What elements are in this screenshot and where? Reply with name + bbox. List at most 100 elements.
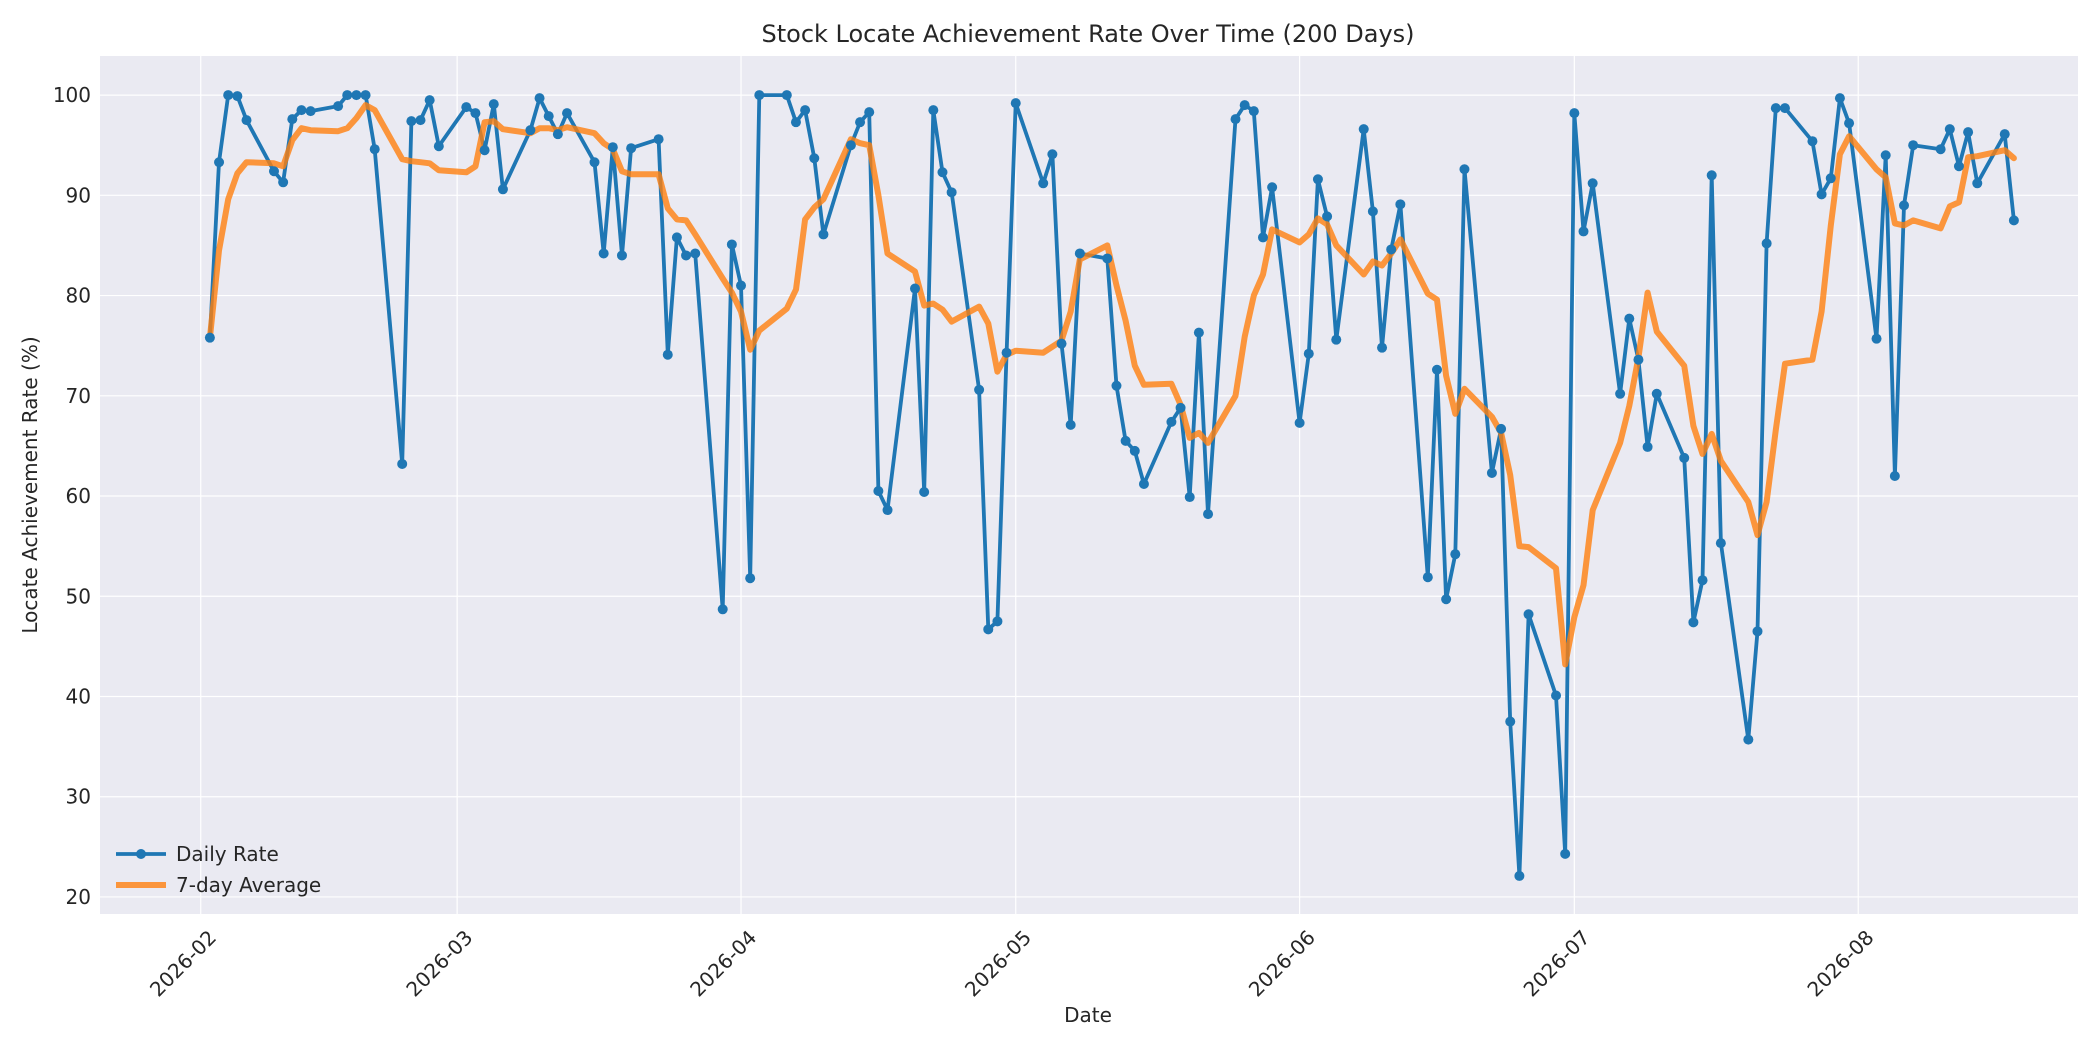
daily-rate-point [1752,626,1763,637]
daily-rate-point [809,153,820,164]
series-line-daily-rate [208,93,2016,878]
daily-rate-point [1386,244,1397,255]
daily-rate-point [1486,467,1497,478]
daily-rate-point [1715,538,1726,549]
daily-rate-point [470,108,481,119]
daily-rate-point [1514,870,1525,881]
daily-rate-point [305,106,316,117]
daily-rate-point [241,115,252,126]
daily-rate-point [1706,170,1717,181]
daily-rate-point [1120,435,1131,446]
daily-rate-point [607,142,618,153]
daily-rate-point [1953,161,1964,172]
daily-rate-point [333,101,344,112]
daily-rate-point [928,105,939,116]
daily-rate-point [653,134,664,145]
daily-rate-point [1944,124,1955,135]
daily-rate-point [1505,716,1516,727]
daily-rate-point [1038,178,1049,189]
daily-rate-point [204,332,215,343]
daily-rate-point [1761,238,1772,249]
y-axis: 20 30 40 50 60 70 80 90 100 [53,83,91,909]
daily-rate-point [1331,334,1342,345]
grid-lines [100,56,2078,914]
daily-rate-point [1111,380,1122,391]
daily-rate-point [415,115,426,126]
daily-rate-point [1779,103,1790,114]
legend-label-7-day-average: 7-day Average [176,873,321,897]
daily-rate-point [754,90,765,101]
daily-rate-point [525,125,536,136]
daily-rate-point [1395,199,1406,210]
daily-rate-point [369,144,380,155]
daily-rate-point [1844,118,1855,129]
daily-rate-point [1166,416,1177,427]
daily-rate-point [882,505,893,516]
daily-rate-point [1642,441,1653,452]
x-axis-label: Date [1064,1003,1112,1027]
daily-rate-point [1431,364,1442,375]
daily-rate-point [296,105,307,116]
daily-rate-point [1239,100,1250,111]
daily-rate-point [562,108,573,119]
daily-rate-point [626,143,637,154]
daily-rate-point [1129,445,1140,456]
daily-rate-point [268,166,279,177]
daily-rate-point [598,248,609,259]
y-tick-label: 30 [66,785,91,809]
daily-rate-point [552,129,563,140]
daily-rate-point [1633,354,1644,365]
daily-rate-point [1203,509,1214,520]
daily-rate-point [1056,338,1067,349]
daily-rate-point [1688,617,1699,628]
daily-rate-point [736,280,747,291]
daily-rate-point [223,90,234,101]
daily-rate-point [1322,211,1333,222]
daily-rate-point [1889,470,1900,481]
daily-rate-point [1248,106,1259,117]
daily-rate-point [1743,734,1754,745]
legend-marker-daily-rate [136,849,146,859]
daily-rate-point [1569,108,1580,119]
daily-rate-point [1972,178,1983,189]
daily-rate-point [1551,690,1562,701]
daily-rate-point [1871,333,1882,344]
daily-rate-point [1422,572,1433,583]
daily-rate-point [781,90,792,101]
daily-rate-point [360,90,371,101]
daily-rate-point [1294,417,1305,428]
daily-rate-point [479,145,490,156]
series-layer [204,90,2019,881]
daily-rate-point [1001,347,1012,358]
daily-rate-point [589,157,600,168]
daily-rate-point [1999,129,2010,140]
y-tick-label: 90 [66,183,91,207]
y-tick-label: 20 [66,885,91,909]
daily-rate-point [662,349,673,360]
daily-rate-point [351,90,362,101]
daily-rate-point [1358,124,1369,135]
daily-rate-point [1312,174,1323,185]
daily-rate-point [1624,313,1635,324]
daily-rate-point [1267,182,1278,193]
daily-rate-point [424,95,435,106]
daily-rate-point [1825,173,1836,184]
daily-rate-point [232,91,243,102]
daily-rate-point [1010,98,1021,109]
y-tick-label: 50 [66,584,91,608]
daily-rate-point [1441,594,1452,605]
daily-rate-point [1230,114,1241,125]
daily-rate-point [543,111,554,122]
daily-rate-point [1880,150,1891,161]
daily-rate-point [1963,127,1974,138]
daily-rate-point [983,624,994,635]
daily-rate-point [790,117,801,128]
series-line-7-day-average [206,102,2017,668]
y-tick-label: 100 [53,83,91,107]
daily-rate-point [910,283,921,294]
daily-rate-point [1560,848,1571,859]
daily-rate-point [1257,232,1268,243]
daily-rate-point [1770,103,1781,114]
daily-rate-point [946,187,957,198]
daily-rate-point [616,250,627,261]
